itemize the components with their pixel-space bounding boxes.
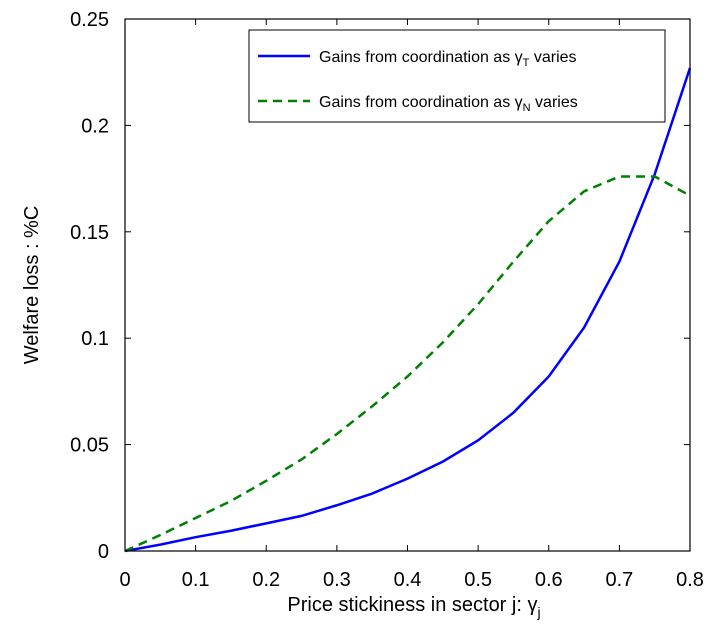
axis-ticks: 0 0.1 0.2 0.3 0.4 0.5 0.6 0.7 0.8 0 0.05 0.1 0.15 0.2… [70, 9, 704, 591]
y-tick-label: 0.15 [70, 222, 109, 244]
x-tick-label: 0.8 [676, 569, 704, 591]
x-tick-label: 0.4 [394, 569, 422, 591]
legend-entry-gamma-n-subscript: N [523, 102, 531, 114]
legend-entry-gamma-t-symbol: γ [515, 49, 523, 66]
x-tick-label: 0 [119, 569, 130, 591]
x-tick-label: 0.7 [605, 569, 633, 591]
x-tick-label: 0.5 [464, 569, 492, 591]
x-axis-title-subscript: j [536, 604, 540, 620]
series-lines [124, 67, 692, 553]
legend-entry-gamma-t-main: Gains from coordination as [319, 49, 515, 66]
legend: Gains from coordination as γT varies Gai… [248, 29, 666, 123]
series-line-gamma-t [124, 67, 692, 553]
legend-entry-gamma-t-tail: varies [529, 49, 576, 66]
legend-entry-gamma-n-main: Gains from coordination as [319, 94, 515, 111]
legend-entry-gamma-t-subscript: T [523, 57, 530, 69]
x-axis-title-main: Price stickiness in sector j: [287, 594, 527, 616]
legend-entry-gamma-n: Gains from coordination as γN varies [319, 94, 578, 114]
y-tick-label: 0.2 [81, 115, 109, 137]
y-tick-label: 0 [98, 541, 109, 563]
x-tick-label: 0.3 [323, 569, 351, 591]
legend-entry-gamma-n-symbol: γ [515, 94, 523, 111]
x-tick-label: 0.1 [182, 569, 210, 591]
y-tick-label: 0.05 [70, 435, 109, 457]
legend-entry-gamma-t: Gains from coordination as γT varies [319, 49, 577, 69]
x-tick-label: 0.2 [252, 569, 280, 591]
x-axis-title-symbol: γ [527, 594, 537, 616]
y-tick-label: 0.25 [70, 9, 109, 31]
y-axis-title: Welfare loss : %C [21, 206, 43, 365]
legend-entry-gamma-n-tail: varies [531, 94, 578, 111]
y-tick-label: 0.1 [81, 328, 109, 350]
legend-box [248, 29, 666, 123]
x-tick-label: 0.6 [535, 569, 563, 591]
plot-frame [124, 18, 691, 552]
series-line-gamma-n [124, 175, 691, 553]
x-axis-title: Price stickiness in sector j: γj [287, 594, 540, 620]
